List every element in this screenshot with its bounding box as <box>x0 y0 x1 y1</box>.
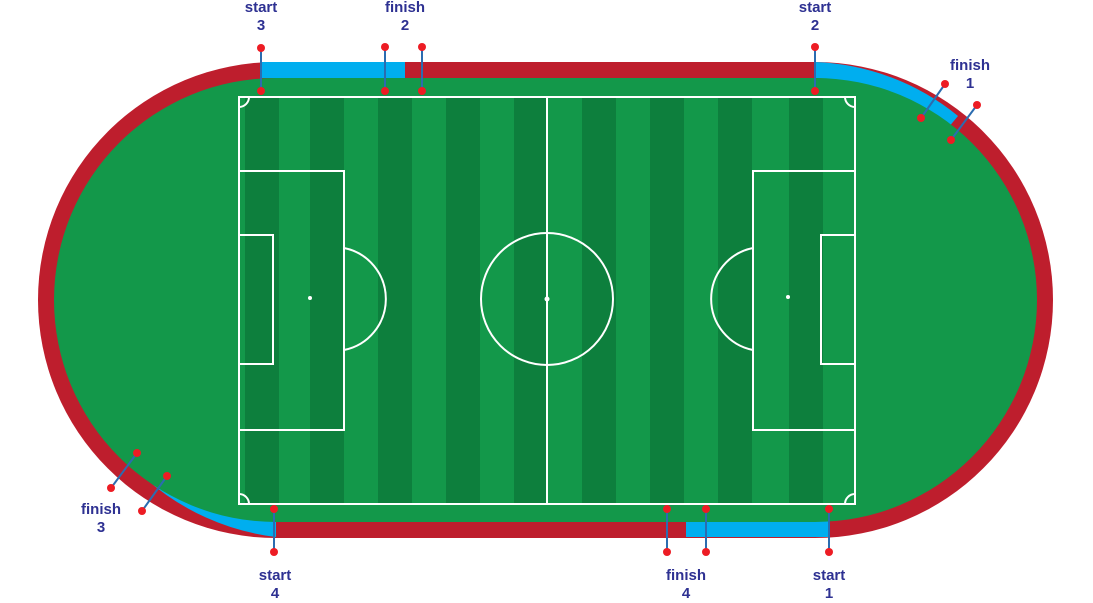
marker-label-line: 1 <box>966 75 974 92</box>
marker-label-line: 2 <box>811 17 819 34</box>
marker-dot <box>270 505 278 513</box>
corner-arc-top-right <box>844 96 856 108</box>
marker-dot <box>811 43 819 51</box>
marker-dot <box>381 87 389 95</box>
marker-finish-2: finish 2 <box>381 0 426 95</box>
marker-label-line: 3 <box>97 519 105 536</box>
pitch-stripe <box>310 97 344 504</box>
left-penalty-arc <box>343 247 387 351</box>
marker-label-line: finish <box>385 0 425 16</box>
marker-dot <box>947 136 955 144</box>
marker-dot <box>825 548 833 556</box>
marker-dot <box>973 101 981 109</box>
marker-label: start 4 <box>259 567 292 602</box>
track-segment-top-left <box>261 62 405 78</box>
marker-dot <box>917 114 925 122</box>
pitch-stripe <box>650 97 684 504</box>
corner-arc-bottom-right <box>844 493 856 505</box>
marker-label: finish 3 <box>81 501 121 536</box>
center-circle <box>480 232 614 366</box>
marker-label-line: start <box>799 0 832 16</box>
marker-dot <box>107 484 115 492</box>
marker-label: start 3 <box>245 0 278 34</box>
track-segment-bottom-right <box>686 521 829 537</box>
track-segment-top-right <box>815 62 958 128</box>
marker-dot <box>257 44 265 52</box>
pitch-stripes <box>245 97 823 504</box>
marker-finish-4: finish 4 <box>663 505 710 602</box>
marker-label-line: 4 <box>271 585 280 602</box>
marker-label-line: finish <box>666 567 706 584</box>
marker-connector <box>950 104 978 141</box>
pitch-stripe <box>789 97 823 504</box>
pitch-stripe <box>718 97 752 504</box>
marker-start-4: start 4 <box>259 505 292 602</box>
marker-dot <box>270 548 278 556</box>
pitch-stripe <box>446 97 480 504</box>
right-penalty-arc <box>710 247 754 351</box>
marker-dot <box>138 507 146 515</box>
marker-label: start 2 <box>799 0 832 34</box>
marker-dot <box>663 548 671 556</box>
marker-label-line: 2 <box>401 17 409 34</box>
marker-dot <box>663 505 671 513</box>
marker-label: finish 4 <box>666 567 706 602</box>
marker-finish-1: finish 1 <box>917 57 990 144</box>
marker-dot <box>257 87 265 95</box>
marker-label: start 1 <box>813 567 846 602</box>
marker-label-line: start <box>259 567 292 584</box>
marker-label-line: 3 <box>257 17 265 34</box>
marker-dot <box>941 80 949 88</box>
marker-dot <box>702 505 710 513</box>
left-penalty-spot <box>308 296 312 300</box>
marker-dot <box>381 43 389 51</box>
marker-label-line: finish <box>950 57 990 74</box>
marker-start-3: start 3 <box>245 0 278 95</box>
marker-label-line: start <box>245 0 278 16</box>
pitch-stripe <box>582 97 616 504</box>
center-spot <box>544 296 550 302</box>
pitch-stripe <box>378 97 412 504</box>
marker-connector <box>141 475 168 512</box>
pitch-stripe <box>514 97 548 504</box>
marker-start-2: start 2 <box>799 0 832 95</box>
marker-dot <box>163 472 171 480</box>
marker-dot <box>811 87 819 95</box>
marker-dot <box>418 43 426 51</box>
marker-label-line: start <box>813 567 846 584</box>
corner-arc-top-left <box>238 96 250 108</box>
marker-label-line: 1 <box>825 585 833 602</box>
left-goal-area <box>238 234 274 365</box>
marker-connector <box>920 83 946 119</box>
marker-dot <box>825 505 833 513</box>
right-goal-area <box>820 234 856 365</box>
pitch-markings <box>238 96 856 505</box>
marker-label-line: 4 <box>682 585 691 602</box>
marker-dot <box>702 548 710 556</box>
marker-label: finish 1 <box>950 57 990 92</box>
marker-label: finish 2 <box>385 0 425 34</box>
marker-finish-3: finish 3 <box>81 449 171 536</box>
right-penalty-spot <box>786 295 790 299</box>
marker-connector <box>110 452 138 489</box>
corner-arc-bottom-left <box>238 493 250 505</box>
marker-start-1: start 1 <box>813 505 846 602</box>
marker-label-line: finish <box>81 501 121 518</box>
marker-dot <box>133 449 141 457</box>
marker-dot <box>418 87 426 95</box>
